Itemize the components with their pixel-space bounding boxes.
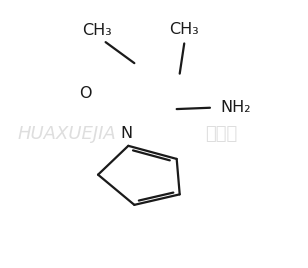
Text: 化学加: 化学加	[205, 125, 238, 143]
Text: CH₃: CH₃	[169, 21, 199, 36]
Text: HUAXUEJIA: HUAXUEJIA	[18, 125, 117, 143]
Text: CH₃: CH₃	[82, 23, 111, 38]
Text: N: N	[121, 126, 133, 141]
Text: NH₂: NH₂	[221, 100, 251, 115]
Text: O: O	[79, 86, 92, 101]
